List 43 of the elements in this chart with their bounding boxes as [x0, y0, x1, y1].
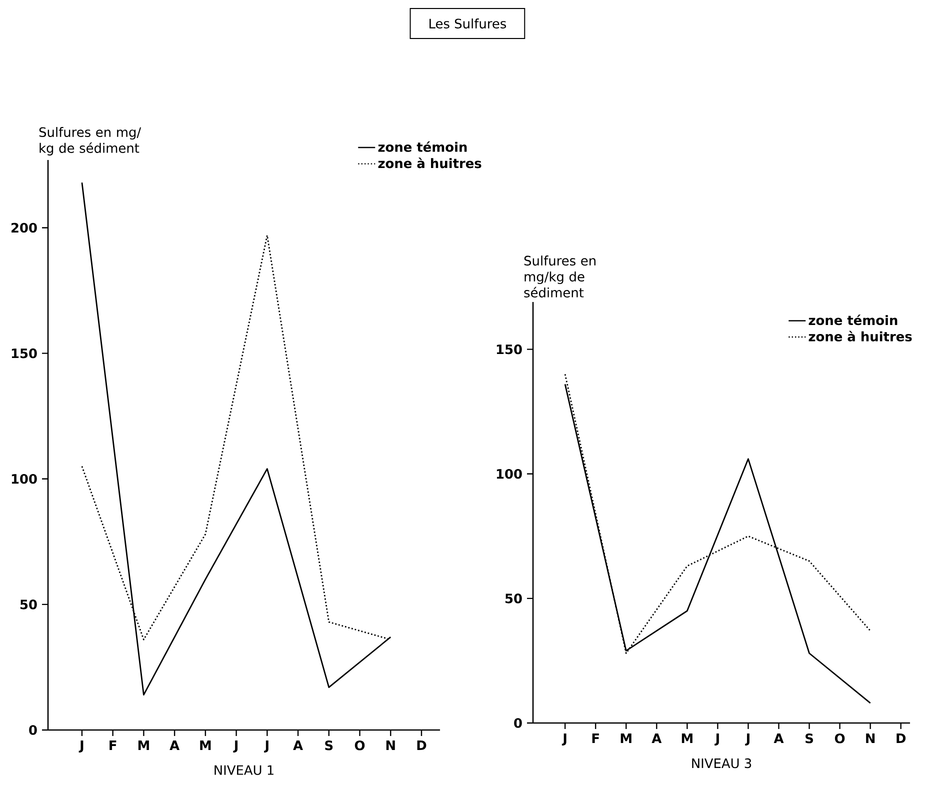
y-tick-label: 50: [20, 600, 37, 610]
x-tick-label: J: [714, 734, 719, 746]
x-tick-label: O: [834, 734, 845, 744]
y-tick-label: 0: [514, 718, 522, 728]
x-tick-label: J: [745, 734, 750, 746]
x-tick-label: A: [652, 734, 662, 743]
legend-label: zone à huitres: [378, 158, 482, 168]
legend-label: zone témoin: [808, 314, 898, 326]
x-tick-label: F: [110, 740, 116, 750]
y-tick-label: 50: [505, 594, 522, 604]
x-axis-title: NIVEAU 1: [214, 765, 274, 775]
y-tick-label: 200: [11, 222, 37, 233]
legend-label: zone à huitres: [808, 330, 912, 342]
x-tick-label: M: [138, 740, 149, 750]
x-tick-label: J: [264, 740, 268, 753]
line-series: [81, 182, 392, 696]
x-tick-label: N: [866, 734, 875, 743]
x-tick-label: S: [806, 734, 813, 744]
x-tick-label: N: [386, 740, 395, 750]
x-tick-label: M: [620, 734, 632, 743]
x-tick-label: A: [774, 734, 784, 743]
x-tick-label: S: [325, 740, 333, 750]
y-tick-label: 150: [12, 348, 37, 358]
x-tick-label: O: [354, 740, 365, 750]
x-tick-label: J: [562, 734, 566, 746]
x-tick-label: M: [682, 734, 692, 743]
x-axis-title: NIVEAU 3: [692, 758, 752, 768]
x-tick-label: D: [896, 734, 906, 743]
y-tick-label: 100: [12, 474, 37, 484]
x-tick-label: D: [417, 740, 426, 750]
y-tick-label: 150: [496, 344, 522, 354]
legend-label: zone témoin: [378, 141, 467, 152]
text: Les Sulfures: [430, 18, 506, 29]
x-tick-label: J: [233, 740, 238, 753]
x-tick-label: A: [170, 740, 180, 750]
y-tick-label: 100: [496, 468, 522, 479]
x-tick-label: A: [293, 740, 303, 750]
x-tick-label: M: [200, 740, 211, 750]
y-tick-label: 0: [29, 725, 37, 735]
x-tick-label: F: [592, 734, 599, 743]
x-tick-label: J: [78, 740, 84, 753]
y-axis-title: Sulfures en mg/kg de sédiment: [524, 256, 596, 298]
y-axis-title: Sulfures en mg/ kg de sédiment: [39, 126, 142, 156]
